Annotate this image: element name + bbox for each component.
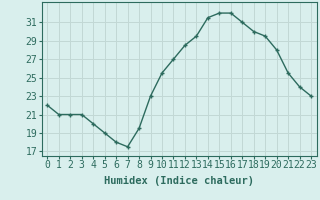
X-axis label: Humidex (Indice chaleur): Humidex (Indice chaleur) (104, 176, 254, 186)
